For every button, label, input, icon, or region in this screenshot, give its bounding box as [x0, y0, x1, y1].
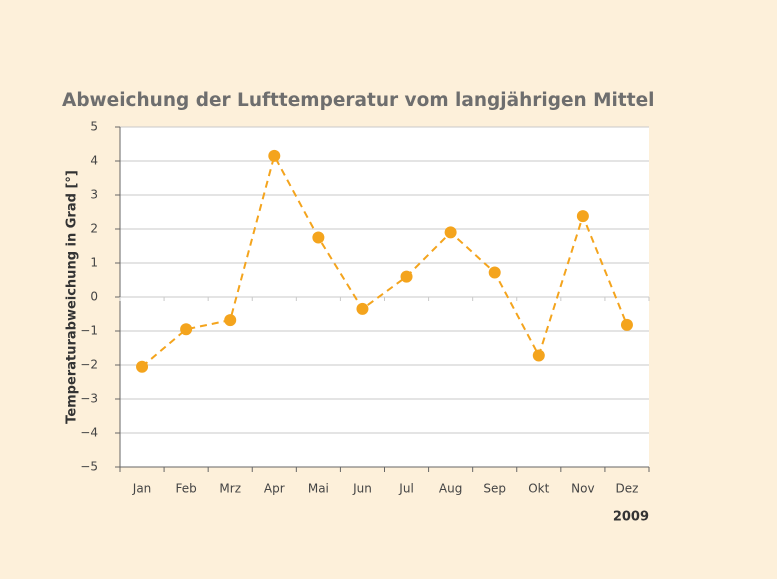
x-tick-label: Apr — [264, 482, 285, 496]
y-tick-label: 5 — [90, 120, 98, 134]
line — [141, 153, 628, 368]
chart-title: Abweichung der Lufttemperatur vom langjä… — [62, 90, 654, 111]
marker — [488, 266, 501, 279]
marker — [620, 318, 633, 331]
marker — [180, 323, 193, 336]
x-tick-label: Jun — [352, 482, 372, 496]
x-tick-label: Feb — [176, 482, 197, 496]
x-tick-label: Okt — [528, 482, 549, 496]
x-tick-label: Sep — [483, 482, 506, 496]
marker — [400, 270, 413, 283]
y-tick-label: −4 — [80, 426, 98, 440]
marker — [532, 349, 545, 362]
y-tick-label: −1 — [80, 324, 98, 338]
x-tick-label: Jul — [398, 482, 413, 496]
marker — [444, 226, 457, 239]
marker — [356, 302, 369, 315]
y-tick-label: −3 — [80, 392, 98, 406]
y-tick-label: −2 — [80, 358, 98, 372]
x-tick-label: Mrz — [219, 482, 241, 496]
marker — [312, 231, 325, 244]
y-tick-label: 1 — [90, 256, 98, 270]
y-tick-label: 0 — [90, 290, 98, 304]
marker — [136, 360, 149, 373]
x-tick-label: Aug — [439, 482, 462, 496]
marker — [268, 149, 281, 162]
marker — [224, 314, 237, 327]
marker — [576, 210, 589, 223]
y-tick-label: 3 — [90, 188, 98, 202]
x-axis-label: 2009 — [613, 510, 649, 525]
x-tick-label: Jan — [132, 482, 152, 496]
y-axis-label: Temperaturabweichung in Grad [°] — [65, 170, 80, 424]
x-tick-label: Nov — [571, 482, 594, 496]
x-tick-label: Mai — [308, 482, 329, 496]
y-tick-label: −5 — [80, 460, 98, 474]
x-tick-label: Dez — [615, 482, 638, 496]
y-tick-label: 4 — [90, 154, 98, 168]
y-tick-label: 2 — [90, 222, 98, 236]
